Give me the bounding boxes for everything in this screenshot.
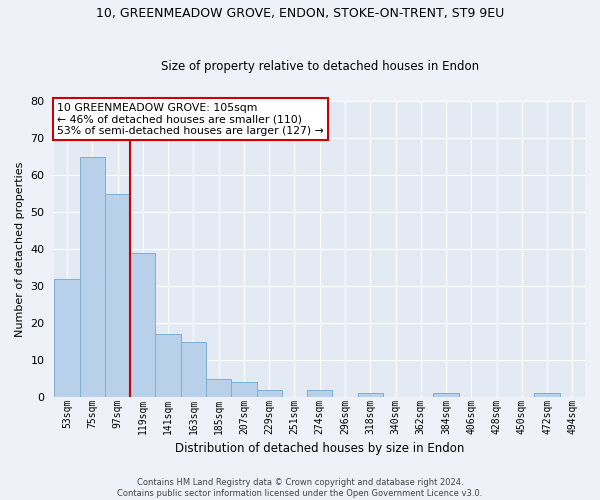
Bar [105,194,130,397]
Text: 10 GREENMEADOW GROVE: 105sqm
← 46% of detached houses are smaller (110)
53% of s: 10 GREENMEADOW GROVE: 105sqm ← 46% of de… [57,102,324,136]
Bar [358,394,383,397]
Bar [80,156,105,397]
Bar [206,378,231,397]
Bar [307,390,332,397]
Bar [55,278,80,397]
Bar [130,252,155,397]
Text: 10, GREENMEADOW GROVE, ENDON, STOKE-ON-TRENT, ST9 9EU: 10, GREENMEADOW GROVE, ENDON, STOKE-ON-T… [96,8,504,20]
Bar [181,342,206,397]
Title: Size of property relative to detached houses in Endon: Size of property relative to detached ho… [161,60,479,74]
Bar [257,390,282,397]
Y-axis label: Number of detached properties: Number of detached properties [15,162,25,336]
Bar [231,382,257,397]
Bar [155,334,181,397]
Text: Contains HM Land Registry data © Crown copyright and database right 2024.
Contai: Contains HM Land Registry data © Crown c… [118,478,482,498]
Bar [433,394,458,397]
Bar [535,394,560,397]
X-axis label: Distribution of detached houses by size in Endon: Distribution of detached houses by size … [175,442,464,455]
